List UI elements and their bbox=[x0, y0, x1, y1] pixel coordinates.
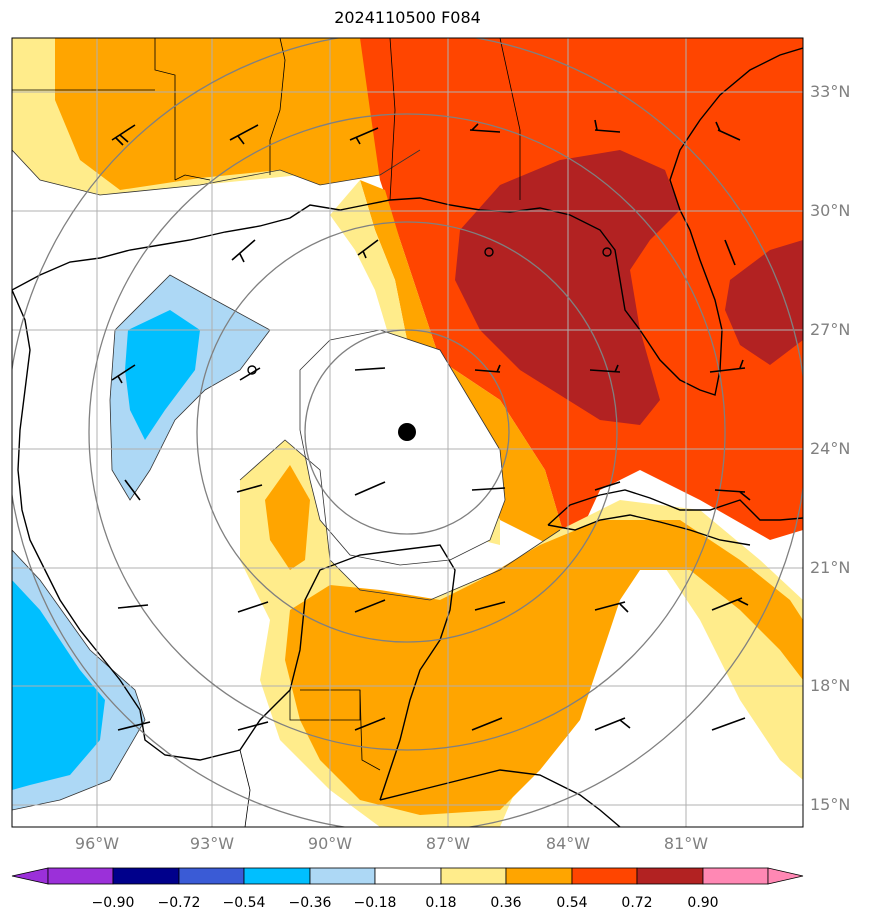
lat-label-15n: 15°N bbox=[810, 795, 851, 814]
lat-label-30n: 30°N bbox=[810, 201, 851, 220]
calm-wind-circles bbox=[247, 247, 612, 375]
colorbar-bin-9 bbox=[571, 867, 638, 885]
lon-label-84w: 84°W bbox=[545, 834, 591, 853]
colorbar-bin-1 bbox=[47, 867, 114, 885]
field-dark-red-east bbox=[725, 240, 803, 365]
colorbar-extend-low bbox=[11, 867, 49, 885]
colorbar-label: −0.18 bbox=[353, 895, 397, 911]
colorbar-label: −0.36 bbox=[288, 895, 332, 911]
field-orange-mid bbox=[360, 180, 570, 555]
colorbar-bin-3 bbox=[178, 867, 245, 885]
colorbar-label: 0.90 bbox=[687, 895, 719, 911]
lon-label-96w: 96°W bbox=[74, 834, 120, 853]
colorbar-extend-high bbox=[767, 867, 804, 885]
graticule bbox=[12, 38, 803, 827]
colorbar-bin-11 bbox=[702, 867, 769, 885]
coastlines bbox=[12, 38, 803, 827]
field-orange-south-main bbox=[285, 520, 803, 815]
lon-label-81w: 81°W bbox=[663, 834, 709, 853]
map-field bbox=[12, 38, 803, 827]
colorbar-bin-4 bbox=[243, 867, 311, 885]
lon-label-93w: 93°W bbox=[189, 834, 235, 853]
colorbar-bin-10 bbox=[636, 867, 704, 885]
colorbar-label: 0.36 bbox=[490, 895, 522, 911]
contour-lines bbox=[12, 149, 561, 811]
colorbar-label: −0.72 bbox=[157, 895, 201, 911]
lat-label-27n: 27°N bbox=[810, 320, 851, 339]
colorbar-bin-6 bbox=[374, 867, 442, 885]
lat-label-33n: 33°N bbox=[810, 82, 851, 101]
colorbar-label: −0.54 bbox=[222, 895, 266, 911]
field-white-low bbox=[300, 330, 505, 565]
lat-label-21n: 21°N bbox=[810, 558, 851, 577]
colorbar-bin-2 bbox=[112, 867, 180, 885]
field-sky-blue-gulf bbox=[125, 310, 200, 440]
lat-label-24n: 24°N bbox=[810, 439, 851, 458]
field-orange-south bbox=[265, 465, 310, 570]
map-frame bbox=[11, 37, 804, 828]
colorbar-label: 0.72 bbox=[621, 895, 653, 911]
colorbar bbox=[11, 867, 804, 885]
field-sky-blue-sw bbox=[12, 580, 105, 790]
storm-center-marker bbox=[398, 423, 416, 441]
colorbar-bin-7 bbox=[440, 867, 507, 885]
field-orange-north bbox=[55, 38, 420, 190]
colorbar-label: −0.90 bbox=[91, 895, 135, 911]
map-title: 2024110500 F084 bbox=[334, 8, 481, 27]
wind-barbs bbox=[111, 119, 751, 731]
colorbar-bin-5 bbox=[309, 867, 376, 885]
colorbar-label: 0.18 bbox=[425, 895, 457, 911]
lon-label-87w: 87°W bbox=[425, 834, 471, 853]
colorbar-bin-8 bbox=[505, 867, 573, 885]
colorbar-label: 0.54 bbox=[556, 895, 588, 911]
lon-label-90w: 90°W bbox=[307, 834, 353, 853]
lat-label-18n: 18°N bbox=[810, 676, 851, 695]
range-rings bbox=[12, 38, 803, 827]
